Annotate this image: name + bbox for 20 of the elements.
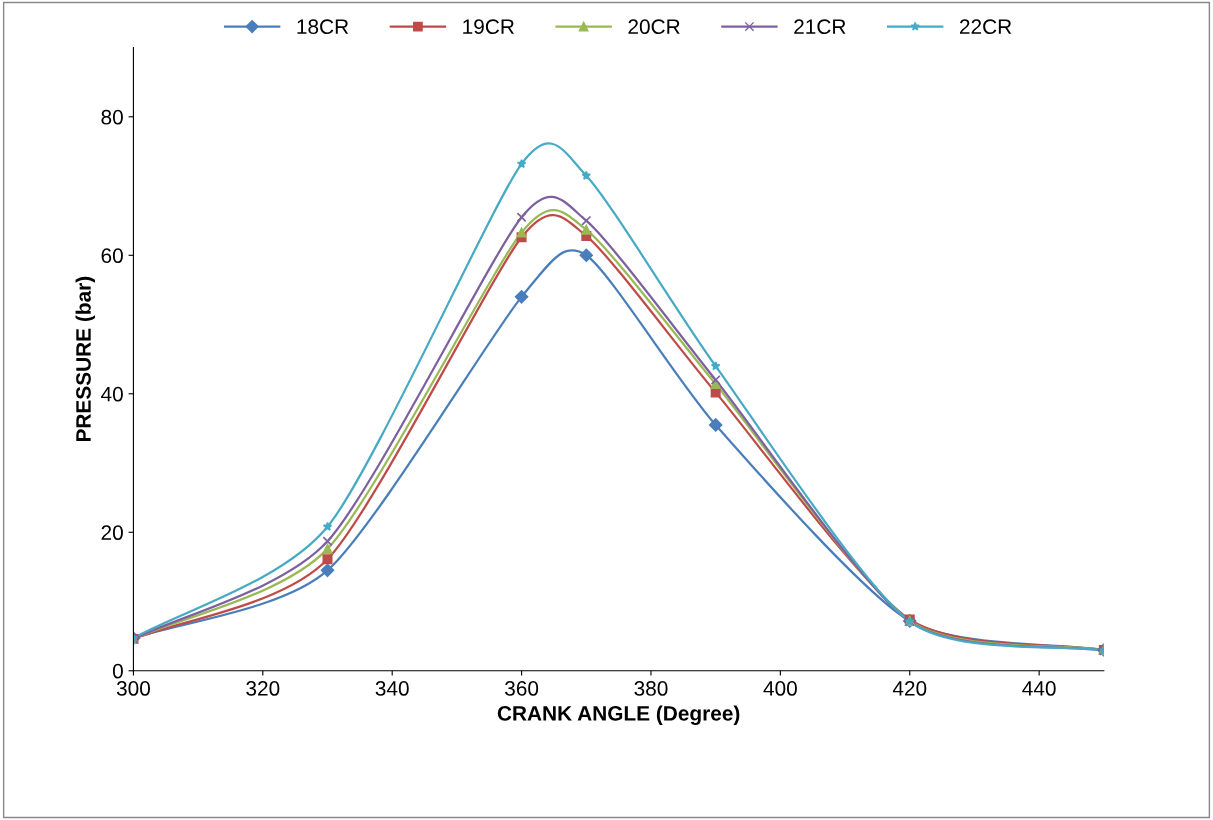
legend-label: 19CR	[463, 19, 514, 35]
y-tick-label: 60	[101, 248, 123, 264]
x-tick-label: 440	[1022, 681, 1056, 696]
x-tick-label: 380	[634, 681, 668, 696]
y-tick-label: 40	[101, 386, 123, 402]
legend-label: 20CR	[628, 19, 680, 35]
y-tick-label: 80	[101, 109, 123, 125]
x-tick-label: 400	[763, 681, 797, 696]
x-tick-label: 360	[505, 681, 539, 696]
x-tick-label: 340	[375, 681, 409, 696]
x-tick-label: 320	[246, 681, 280, 696]
x-tick-label: 420	[892, 681, 927, 696]
legend-label: 18CR	[297, 19, 349, 35]
x-axis-title: CRANK ANGLE (Degree)	[497, 705, 740, 725]
x-tick-label: 300	[116, 681, 150, 696]
y-tick-label: 0	[112, 663, 123, 679]
y-axis-title: PRESSURE (bar)	[75, 276, 95, 442]
y-tick-label: 20	[101, 525, 123, 541]
legend-label: 21CR	[794, 19, 846, 35]
legend-label: 22CR	[959, 19, 1012, 35]
